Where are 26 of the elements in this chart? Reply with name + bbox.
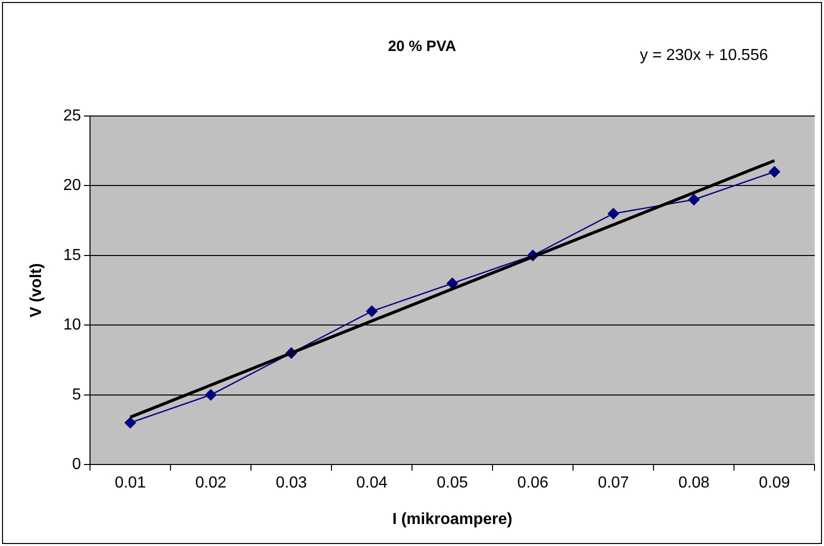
point [768,166,780,178]
y-tick-label: 10 [63,316,82,334]
point [124,417,136,428]
x-tick-label: 0.02 [195,474,226,492]
y-tick-label: 25 [63,107,82,124]
x-tick-label: 0.04 [356,474,388,492]
y-tick-label: 5 [72,386,82,404]
point [446,278,458,289]
x-tick-label: 0.05 [436,474,468,492]
x-tick-label: 0.08 [678,474,710,492]
point [608,208,620,220]
y-axis-title: V (volt) [28,263,46,318]
y-tick-label: 20 [63,177,82,194]
y-tick-label: 0 [72,456,82,474]
chart-title: 20 % PVA [388,38,456,56]
x-tick-label: 0.01 [114,474,146,492]
x-tick-label: 0.03 [276,474,307,492]
x-tick-label: 0.07 [598,474,630,492]
text: y = 230x + 10.556 [640,47,768,64]
x-tick-label: 0.09 [758,474,790,492]
y-tick-label: 15 [63,246,82,264]
x-axis-title: I (mikroampere) [392,510,512,528]
point [205,389,216,401]
x-tick-label: 0.06 [517,474,549,492]
point [688,194,700,206]
point [366,306,378,317]
